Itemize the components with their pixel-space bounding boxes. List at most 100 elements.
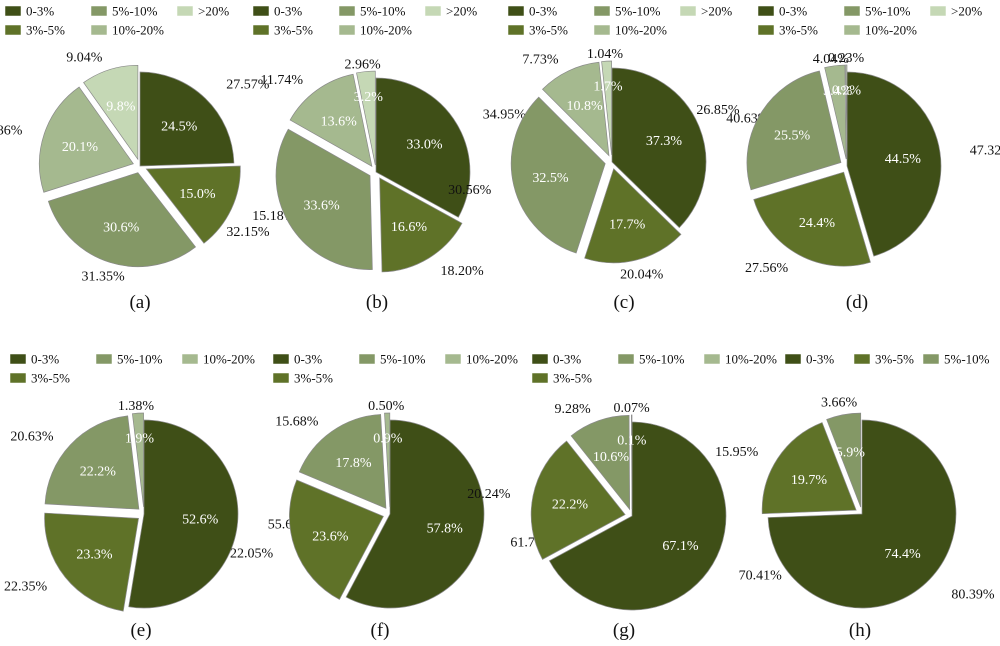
inner-label-3pct-5pct: 23.6% <box>312 529 349 544</box>
legend-label-5pct-10pct: 5%-10% <box>117 352 163 367</box>
inner-label-0-3pct: 57.8% <box>427 522 464 537</box>
pie-panel-5: 0-3%5%-10%10%-20%3%-5%52.6%55.62%23.3%22… <box>4 352 311 642</box>
pie-slice-3pct-5pct <box>44 512 139 612</box>
legend-label-0-3pct: 0-3% <box>806 352 834 367</box>
legend-label-0-3pct: 0-3% <box>274 4 302 19</box>
outer-label-3pct-5pct: 22.05% <box>230 547 274 562</box>
panel-label: (g) <box>613 620 635 641</box>
legend-label-5pct-10pct: 5%-10% <box>360 4 406 19</box>
outer-label-10pct-20pct: 0.07% <box>614 401 651 416</box>
legend-label-3pct-5pct: 3%-5% <box>31 371 70 386</box>
outer-label-5pct-10pct: 3.66% <box>821 395 858 410</box>
legend-label-0-3pct: 0-3% <box>529 4 557 19</box>
legend-label-3pct-5pct: 3%-5% <box>529 23 568 38</box>
legend-label-3pct-5pct: 3%-5% <box>26 23 65 38</box>
pie-slice-0-3pct <box>345 419 485 609</box>
pie-slice-10pct-20pct <box>39 86 134 193</box>
inner-label-0-3pct: 52.6% <box>182 513 219 528</box>
inner-label-3pct-5pct: 19.7% <box>791 473 828 488</box>
legend-label-3pct-5pct: 3%-5% <box>779 23 818 38</box>
legend-swatch-0-3pct <box>9 353 27 365</box>
pie-slice-5pct-10pct <box>570 415 631 511</box>
legend-label-10pct-20pct: 10%-20% <box>112 23 164 38</box>
outer-label-3pct-5pct: 27.56% <box>745 261 789 276</box>
legend-label-0-3pct: 0-3% <box>553 352 581 367</box>
legend-label-10pct-20pct: 10%-20% <box>865 23 917 38</box>
legend-label-10pct-20pct: 10%-20% <box>466 352 518 367</box>
panel-label: (a) <box>129 292 150 313</box>
outer-label-3pct-5pct: 18.20% <box>441 264 485 279</box>
legend-swatch-3pct-5pct <box>757 24 775 36</box>
legend-swatch-5pct-10pct <box>90 5 108 17</box>
outer-label-10pct-20pct: 7.73% <box>522 53 559 68</box>
pie-slice-0-3pct <box>375 77 471 218</box>
legend-swatch-0-3pct <box>272 353 290 365</box>
pie-slice-3pct-5pct <box>753 171 871 267</box>
inner-label-10pct-20pct: 0.9% <box>373 432 403 447</box>
legend: 0-3% 3%-5% 5%-10% <box>784 352 990 367</box>
legend-swatch-5pct-10pct <box>617 353 635 365</box>
inner-label-5pct-10pct: 30.6% <box>103 221 140 236</box>
legend: 0-3% 5%-10% >20% 3%-5% 10%-20% <box>507 4 732 38</box>
inner-label-5pct-10pct: 33.6% <box>304 199 341 214</box>
outer-label-0-3pct: 34.95% <box>483 108 527 123</box>
outer-label-0-3pct: 47.32% <box>970 144 1000 159</box>
legend-swatch-10pct-20pct <box>843 24 861 36</box>
legend-swatch-gt20pct <box>679 5 697 17</box>
outer-label-10pct-20pct: 11.74% <box>260 73 303 88</box>
pie-slice-gt20pct <box>83 64 139 161</box>
pie-slice-5pct-10pct <box>510 96 606 254</box>
pie-slice-10pct-20pct <box>289 73 373 168</box>
inner-label-5pct-10pct: 17.8% <box>335 456 372 471</box>
pie-slice-gt20pct <box>601 60 612 156</box>
inner-label-gt20pct: 0.2% <box>832 83 862 98</box>
pie-slice-5pct-10pct <box>47 172 197 268</box>
inner-label-10pct-20pct: 3.4% <box>823 84 853 99</box>
panel-label: (f) <box>371 620 390 641</box>
legend-label-10pct-20pct: 10%-20% <box>615 23 667 38</box>
legend-label-3pct-5pct: 3%-5% <box>294 371 333 386</box>
pie-slice-3pct-5pct <box>530 440 626 560</box>
legend-label-10pct-20pct: 10%-20% <box>725 352 777 367</box>
inner-label-5pct-10pct: 10.6% <box>593 450 630 465</box>
outer-label-10pct-20pct: 1.38% <box>118 399 155 414</box>
legend-swatch-3pct-5pct <box>507 24 525 36</box>
pie-slice-0-3pct <box>548 421 727 611</box>
legend-label-gt20pct: >20% <box>446 4 477 19</box>
outer-label-0-3pct: 27.57% <box>226 78 269 93</box>
pie-slice-0-3pct <box>846 71 942 257</box>
legend-label-5pct-10pct: 5%-10% <box>112 4 158 19</box>
legend: 0-3% 5%-10% >20% 3%-5% 10%-20% <box>757 4 982 38</box>
pie-slice-gt20pct <box>356 70 376 166</box>
legend-label-5pct-10pct: 5%-10% <box>639 352 685 367</box>
pie-slice-3pct-5pct <box>379 177 463 273</box>
legend-swatch-3pct-5pct <box>853 353 871 365</box>
outer-label-3pct-5pct: 15.95% <box>715 445 759 460</box>
legend-label-3pct-5pct: 3%-5% <box>875 352 914 367</box>
inner-label-5pct-10pct: 5.9% <box>836 446 866 461</box>
inner-label-10pct-20pct: 10.8% <box>567 99 604 114</box>
inner-label-10pct-20pct: 13.6% <box>321 115 358 130</box>
legend-label-0-3pct: 0-3% <box>31 352 59 367</box>
legend-swatch-0-3pct <box>507 5 525 17</box>
legend-swatch-10pct-20pct <box>703 353 721 365</box>
legend: 0-3% 5%-10% >20% 3%-5% 10%-20% <box>252 4 477 38</box>
inner-label-5pct-10pct: 22.2% <box>80 465 117 480</box>
legend-swatch-5pct-10pct <box>358 353 376 365</box>
legend-label-5pct-10pct: 5%-10% <box>615 4 661 19</box>
pie-slice-5pct-10pct <box>298 414 387 509</box>
legend-swatch-5pct-10pct <box>593 5 611 17</box>
legend-label-gt20pct: >20% <box>198 4 229 19</box>
legend-swatch-10pct-20pct <box>338 24 356 36</box>
legend: 0-3% 5%-10% 10%-20% 3%-5% <box>9 352 255 386</box>
legend-swatch-5pct-10pct <box>843 5 861 17</box>
legend: 0-3% 5%-10% 10%-20% 3%-5% <box>531 352 777 386</box>
panel-label: (h) <box>849 620 871 641</box>
inner-label-3pct-5pct: 17.7% <box>609 218 646 233</box>
pie-panel-7: 0-3% 5%-10% 10%-20% 3%-5% 67.1% 70.41% 22.2% 20… <box>467 352 782 642</box>
legend-swatch-0-3pct <box>531 353 549 365</box>
outer-label-0-3pct: 70.41% <box>739 569 783 584</box>
legend-swatch-gt20pct <box>176 5 194 17</box>
pie-slice-3pct-5pct <box>584 168 682 264</box>
